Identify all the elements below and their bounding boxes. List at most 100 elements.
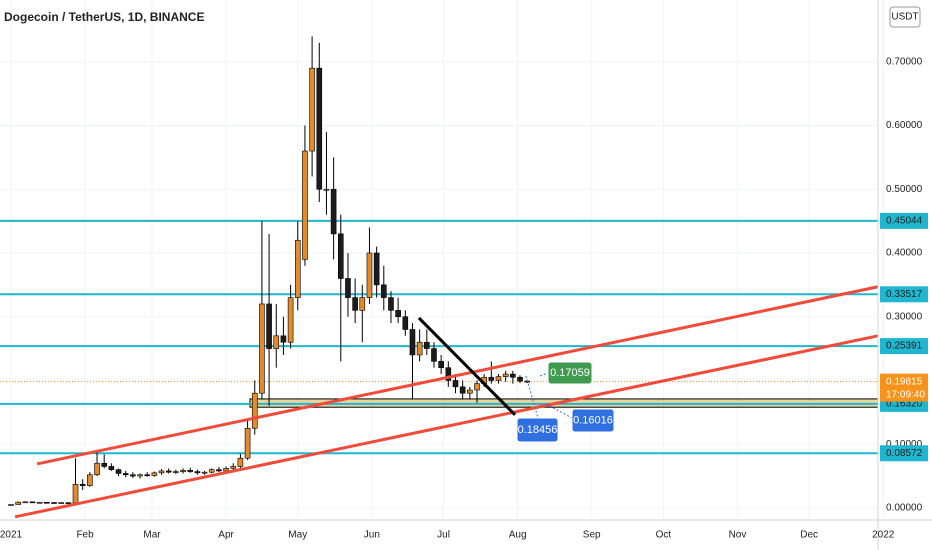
candle-body [302, 150, 308, 260]
candle-body [87, 474, 93, 486]
candle-body [323, 188, 330, 191]
candle-body [380, 284, 387, 298]
x-tick-label: 2022 [872, 530, 895, 541]
y-tick-label: 0.30000 [886, 311, 923, 322]
candle-body [259, 303, 265, 394]
x-tick-label: Jun [364, 530, 380, 541]
candle-body [65, 502, 72, 504]
x-tick-label: Mar [143, 530, 161, 541]
x-tick-label: Jul [437, 530, 450, 541]
candle-body [309, 67, 315, 152]
y-tick-label: 0.70000 [886, 56, 923, 67]
candle-body [101, 462, 107, 467]
x-tick-label: May [288, 530, 307, 541]
level-label: 0.08572 [886, 448, 923, 459]
candle-body [173, 471, 179, 473]
candle-body [122, 473, 129, 476]
annotation-label: 0.16016 [573, 414, 613, 426]
candle-body [244, 427, 251, 459]
candle-body [445, 367, 452, 381]
level-label-box [880, 445, 928, 462]
x-tick-label: Dec [800, 530, 818, 541]
y-tick-label: 0.50000 [886, 184, 923, 195]
x-tick-label: Nov [729, 530, 747, 541]
annotation-connector [545, 403, 573, 419]
annotation-box [547, 361, 593, 385]
candle-body [130, 474, 136, 477]
candle-body [58, 502, 64, 504]
annotation-connector [539, 372, 549, 377]
candle-body [79, 484, 86, 486]
candle-body [459, 386, 466, 394]
candle-body [194, 471, 201, 474]
candle-body [251, 392, 258, 429]
candle-body [165, 470, 172, 473]
x-tick-label: Aug [509, 530, 527, 541]
candle-body [94, 462, 100, 476]
x-tick-label: Apr [218, 530, 234, 541]
candle-body [180, 469, 186, 472]
candle-body [280, 335, 287, 343]
x-tick-label: Feb [76, 530, 94, 541]
currency-box[interactable] [889, 6, 921, 28]
level-label-box [880, 338, 928, 355]
annotation-connector [525, 375, 539, 419]
candle-body [158, 470, 165, 474]
candle-body [359, 297, 366, 311]
candle-body [438, 361, 444, 368]
candle-body [517, 376, 523, 382]
currency[interactable]: USDT [891, 12, 918, 23]
candle-body [337, 233, 344, 279]
level-label: 0.45044 [886, 215, 923, 226]
current-price-box [880, 373, 928, 402]
candle-body [230, 466, 237, 469]
annotation-label: 0.17059 [550, 367, 590, 379]
candle-body [36, 501, 43, 504]
candle-body [409, 329, 416, 356]
candle-body [115, 469, 122, 474]
candle-body [510, 373, 516, 378]
annotation-label: 0.18456 [518, 424, 558, 436]
candle-body [72, 484, 79, 504]
candle-body [208, 469, 215, 473]
candle-body [137, 474, 143, 477]
candle-body [345, 278, 351, 298]
annotation-box [571, 408, 615, 433]
x-tick-label: 2021 [0, 530, 23, 541]
candle-body [266, 303, 272, 349]
candle-body [488, 376, 495, 381]
level-label: 0.33517 [886, 289, 923, 300]
chart-title: Dogecoin / TetherUS, 1D, BINANCE [4, 10, 204, 24]
candle-body [395, 310, 401, 318]
y-tick-label: 0.60000 [886, 120, 923, 131]
candle-body [388, 297, 394, 311]
candle-body [273, 335, 280, 349]
candle-body [223, 468, 229, 472]
candle-body [467, 389, 473, 394]
candle-body [151, 472, 158, 476]
candle-body [502, 373, 509, 377]
candle-body [108, 466, 115, 470]
countdown: 17:09:40 [886, 389, 925, 400]
y-tick-label: 0.10000 [886, 439, 923, 450]
candle-body [366, 252, 373, 298]
current-price-label: 0.19815 [886, 376, 923, 387]
y-tick-label: 0.00000 [886, 503, 923, 514]
candle-body [352, 297, 358, 311]
candle-body [373, 252, 380, 286]
x-tick-label: Sep [583, 530, 601, 541]
candle-body [44, 501, 50, 504]
level-label-box [880, 286, 928, 303]
annotation-box [516, 417, 559, 443]
candle-body [330, 188, 337, 235]
candle-body [187, 469, 194, 472]
trendline [14, 334, 879, 519]
candle-body [431, 348, 437, 362]
candle-body [29, 501, 36, 504]
level-label-box [880, 212, 928, 229]
plot [0, 0, 884, 520]
x-tick-label: Oct [656, 530, 672, 541]
candle-body [237, 457, 244, 467]
trendline [417, 316, 517, 416]
